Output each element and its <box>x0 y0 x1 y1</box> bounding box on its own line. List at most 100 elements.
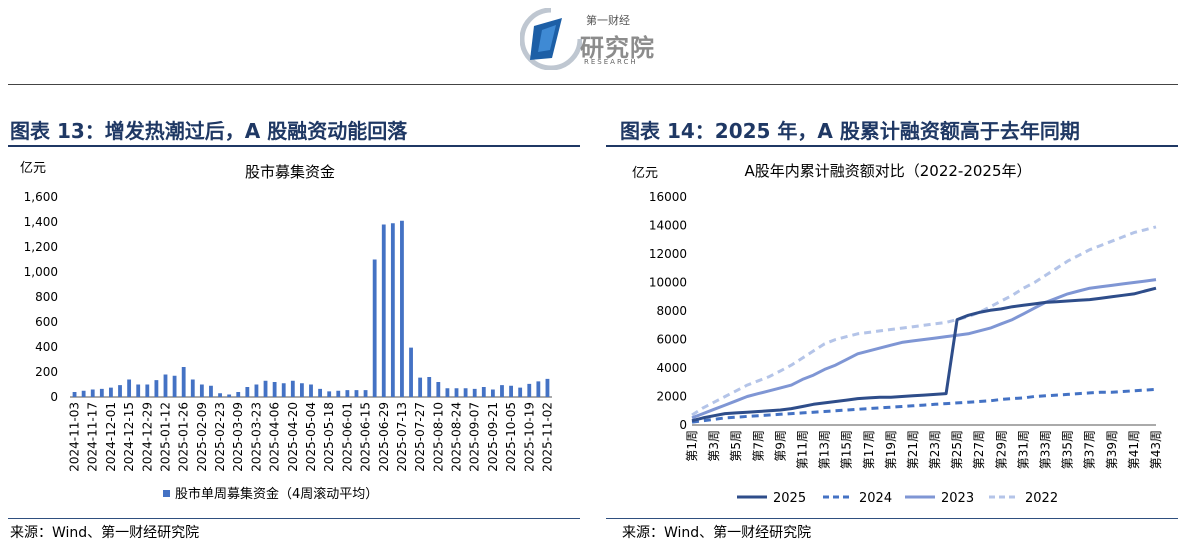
bar <box>299 383 304 397</box>
bar <box>445 388 450 397</box>
lines <box>691 225 1157 424</box>
x-tick-label: 第29周 <box>994 430 1008 469</box>
x-tick-label: 第17周 <box>862 430 876 469</box>
logo-line3: RESEARCH <box>584 58 638 66</box>
x-tick-label: 2025-07-13 <box>395 402 409 472</box>
x-tick-label: 2025-03-09 <box>231 402 245 472</box>
bar <box>454 388 459 397</box>
legend-label-2022: 2022 <box>1025 491 1058 506</box>
x-tick-label: 第27周 <box>972 430 986 469</box>
bar <box>254 384 259 397</box>
bar <box>472 388 477 397</box>
bar <box>409 347 413 397</box>
x-axis: 第1周 第3周 第5周 第7周 第9周 第11周 第13周 第15周 第17周 第19周 第21周第… <box>685 430 1163 469</box>
bar <box>72 392 77 397</box>
x-tick-label: 第1周 <box>685 430 699 462</box>
logo-icon <box>520 8 582 70</box>
figure-13-source-rule <box>8 518 580 519</box>
x-tick-label: 2025-10-19 <box>522 402 536 472</box>
bar <box>245 387 250 397</box>
y-tick-label: 6000 <box>656 333 687 347</box>
y-tick-label: 1,000 <box>24 265 58 279</box>
x-tick-label: 2025-02-09 <box>195 402 209 472</box>
bar <box>372 259 377 397</box>
bar <box>227 394 232 397</box>
bar <box>309 384 313 397</box>
x-axis: 2024-11-03 2024-11-17 2024-12-01 2024-12-15… <box>68 402 555 472</box>
legend: 股市单周募集资金（4周滚动平均） <box>163 486 378 502</box>
figure-13-title-rule <box>8 145 580 147</box>
x-tick-label: 第19周 <box>884 430 898 469</box>
x-tick-label: 2025-01-26 <box>177 402 191 472</box>
y-tick-label: 14000 <box>649 219 687 233</box>
x-tick-label: 第23周 <box>928 430 942 469</box>
y-tick-label: 16000 <box>649 190 687 204</box>
x-tick-label: 2025-11-02 <box>540 402 554 472</box>
y-tick-label: 1,200 <box>24 240 58 254</box>
legend-swatch <box>163 490 170 497</box>
x-tick-label: 第39周 <box>1105 430 1119 469</box>
header-divider <box>8 84 1178 85</box>
y-tick-label: 12000 <box>649 247 687 261</box>
x-tick-label: 2024-11-17 <box>86 402 100 472</box>
figure-14-title: 图表 14：2025 年，A 股累计融资额高于去年同期 <box>620 119 1080 143</box>
x-tick-label: 2024-12-29 <box>140 402 154 472</box>
y-tick-label: 2000 <box>656 390 687 404</box>
bar <box>527 383 532 397</box>
x-tick-label: 第25周 <box>950 430 964 469</box>
bar <box>181 367 186 397</box>
x-tick-label: 第37周 <box>1083 430 1097 469</box>
y-tick-label: 0 <box>50 390 58 404</box>
figure-13-source: 来源：Wind、第一财经研究院 <box>10 525 200 541</box>
bar <box>390 223 395 397</box>
x-tick-label: 2025-02-23 <box>213 402 227 472</box>
y-tick-label: 1,600 <box>24 190 58 204</box>
bar <box>336 390 341 397</box>
x-tick-label: 2025-09-21 <box>486 402 500 472</box>
bar <box>281 383 286 397</box>
figure-14-title-rule <box>606 145 1178 147</box>
bar <box>354 390 359 397</box>
y-unit-label: 亿元 <box>20 161 46 176</box>
y-axis: 0 200 400 600 800 1,000 1,200 1,400 1,600 <box>24 190 552 404</box>
x-tick-label: 2025-08-24 <box>450 402 464 472</box>
bar <box>518 387 523 397</box>
bar <box>509 385 513 397</box>
figure-13-title: 图表 13：增发热潮过后，A 股融资动能回落 <box>10 119 408 143</box>
bar <box>145 384 150 397</box>
bar <box>345 390 350 397</box>
bar <box>272 382 277 397</box>
y-axis: 0 2000 4000 6000 8000 10000 12000 14000 16000 <box>649 190 1156 432</box>
x-tick-label: 2024-11-03 <box>68 402 82 472</box>
x-tick-label: 2025-06-29 <box>377 402 391 472</box>
series-line-2023 <box>691 278 1157 420</box>
bar <box>290 380 295 397</box>
x-tick-label: 第41周 <box>1127 430 1141 469</box>
x-tick-label: 2025-07-27 <box>413 402 427 472</box>
x-tick-label: 第15周 <box>840 430 854 469</box>
series-line-2024 <box>691 387 1157 424</box>
bar <box>99 388 104 397</box>
x-tick-label: 第33周 <box>1039 430 1053 469</box>
legend-label-2023: 2023 <box>941 491 974 506</box>
bar <box>318 388 323 397</box>
bar <box>536 381 541 397</box>
x-tick-label: 2025-03-23 <box>249 402 263 472</box>
x-tick-label: 2025-06-01 <box>340 402 354 472</box>
x-tick-label: 2025-10-05 <box>504 402 518 472</box>
bar <box>381 224 386 397</box>
bar <box>136 384 141 397</box>
bar <box>327 391 332 397</box>
bar <box>154 380 159 397</box>
y-tick-label: 4000 <box>656 361 687 375</box>
bar <box>218 393 222 397</box>
bar-chart-fund-raising: 股市募集资金 亿元 0 200 400 600 800 1,000 1,200 1,400 1,… <box>20 161 555 502</box>
series-line-2022 <box>691 225 1157 417</box>
x-tick-label: 2025-05-18 <box>322 402 336 472</box>
y-tick-label: 0 <box>679 418 687 432</box>
bar <box>236 392 241 397</box>
x-tick-label: 2025-06-15 <box>359 402 373 472</box>
bar <box>109 387 113 397</box>
x-tick-label: 2025-04-06 <box>268 402 282 472</box>
